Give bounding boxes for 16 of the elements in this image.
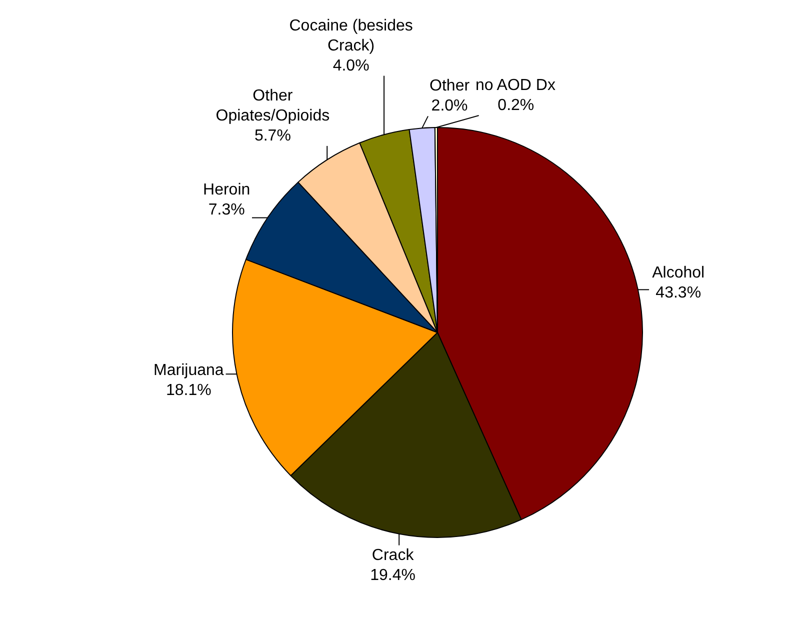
slice-label: Other: [430, 78, 470, 95]
slice-label: Heroin: [203, 181, 250, 198]
data-label: 5.7%: [254, 127, 291, 144]
data-label: 0.2%: [498, 97, 534, 114]
data-label: 43.3%: [656, 284, 702, 302]
slice-label: Cocaine (besides Crack): [289, 17, 413, 54]
data-label: 19.4%: [370, 566, 416, 584]
slice-label: Marijuana: [154, 362, 224, 380]
data-label: 18.1%: [166, 382, 212, 400]
slice-label: Alcohol: [652, 264, 705, 282]
slice-label: Crack: [372, 546, 415, 564]
slice-label: Other Opiates/Opioids: [216, 87, 330, 124]
data-label: 7.3%: [208, 201, 245, 218]
data-label: 4.0%: [332, 57, 370, 74]
slice-label: no AOD Dx: [475, 77, 556, 94]
data-label: 2.0%: [431, 98, 468, 115]
